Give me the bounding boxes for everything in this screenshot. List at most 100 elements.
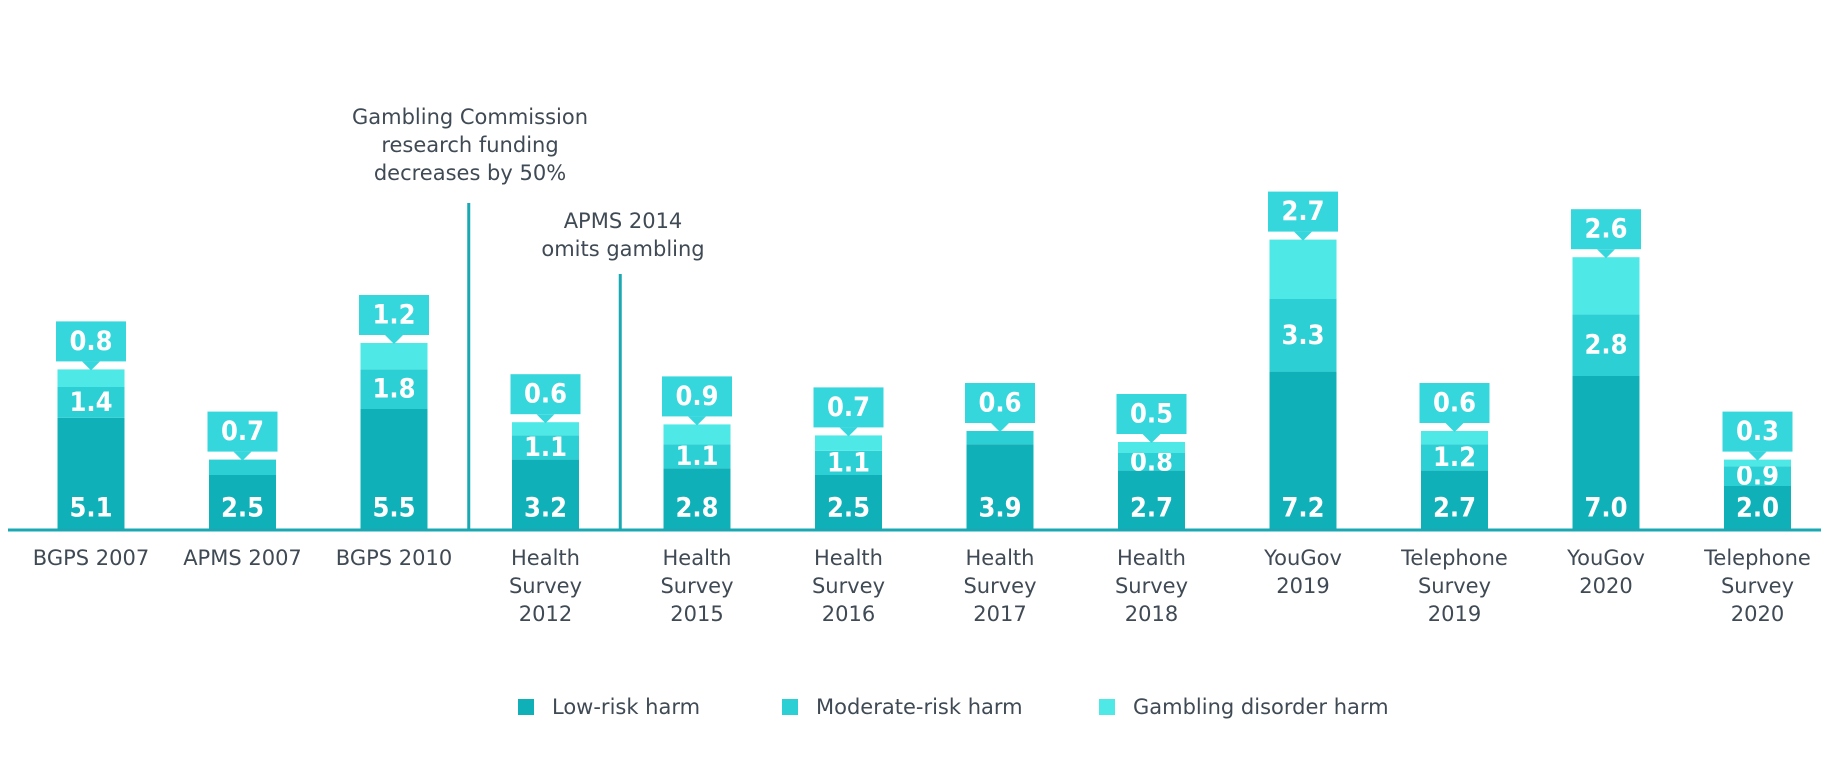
data-label: 0.6 — [524, 379, 567, 410]
callout-pointer — [991, 423, 1009, 432]
callout-box — [965, 383, 1035, 423]
bar-segment — [1118, 453, 1185, 471]
bar-segment — [966, 431, 1034, 445]
category-label-line: 2019 — [1276, 574, 1329, 598]
category-label: YouGov 2020 — [1566, 546, 1645, 598]
category-label: Health Survey 2012 — [509, 546, 582, 626]
callout-box — [359, 295, 429, 335]
callout-box — [1268, 191, 1338, 232]
data-label-callout: 0.8 — [56, 321, 126, 371]
legend-label: Low-risk harm — [552, 695, 700, 719]
bar-segment — [815, 435, 882, 451]
data-label-callout: 2.6 — [1571, 209, 1641, 259]
bar-segment — [57, 417, 125, 530]
data-label: 1.1 — [675, 441, 718, 472]
data-label: 0.8 — [69, 326, 112, 357]
data-label-callout: 0.5 — [1116, 394, 1187, 443]
data-label: 3.9 — [978, 493, 1021, 524]
data-label-callout: 0.7 — [207, 411, 278, 461]
category-label: YouGov 2019 — [1263, 546, 1342, 598]
bar-segment — [1118, 442, 1185, 453]
category-label-line: APMS 2007 — [183, 546, 302, 570]
category-label-line: 2020 — [1731, 602, 1784, 626]
data-label: 0.7 — [221, 416, 264, 447]
data-label: 1.8 — [372, 374, 415, 405]
category-label: BGPS 2007 — [33, 546, 149, 570]
data-label: 1.2 — [1433, 442, 1476, 473]
category-label-line: 2018 — [1125, 602, 1178, 626]
annotation-text: Gambling Commission research funding decre… — [352, 105, 588, 185]
category-label-line: Survey — [812, 574, 885, 598]
annotations-group: Gambling Commission research funding decre… — [352, 105, 705, 530]
category-label-line: Health — [663, 546, 732, 570]
callout-pointer — [1597, 249, 1615, 259]
category-label: BGPS 2010 — [336, 546, 452, 570]
callout-box — [1116, 394, 1187, 434]
category-label-line: YouGov — [1566, 546, 1645, 570]
data-label-callout: 0.6 — [510, 374, 581, 424]
data-label: 0.6 — [1433, 388, 1476, 419]
data-label: 2.6 — [1584, 214, 1627, 245]
category-label-line: Survey — [509, 574, 582, 598]
data-label: 2.8 — [1584, 330, 1627, 361]
bar-segment — [1269, 299, 1337, 372]
data-label: 2.5 — [221, 493, 264, 524]
data-label: 5.1 — [69, 493, 112, 524]
category-label-line: 2016 — [822, 602, 875, 626]
callout-box — [813, 387, 884, 428]
bar-segment — [1724, 459, 1791, 467]
category-label-line: Survey — [1721, 574, 1794, 598]
data-label: 3.2 — [524, 493, 567, 524]
bar-segment — [360, 369, 428, 409]
data-label: 7.0 — [1584, 493, 1627, 524]
category-label-line: Health — [1117, 546, 1186, 570]
callout-box — [1419, 383, 1490, 423]
category-label: Health Survey 2015 — [660, 546, 733, 626]
bar-segment — [815, 475, 882, 530]
callout-pointer — [233, 451, 252, 461]
category-label-line: 2017 — [973, 602, 1026, 626]
callout-pointer — [82, 361, 100, 371]
data-label-callout: 0.6 — [965, 383, 1035, 432]
annotation-text-line: Gambling Commission — [352, 105, 588, 129]
annotation-text-line: omits gambling — [541, 237, 704, 261]
legend-swatch — [782, 699, 798, 715]
data-label-callout: 2.7 — [1268, 191, 1338, 241]
callout-pointer — [1445, 423, 1464, 432]
category-label-line: Health — [511, 546, 580, 570]
category-label-line: Health — [814, 546, 883, 570]
data-label: 0.3 — [1736, 416, 1779, 447]
annotation-text-line: research funding — [381, 133, 558, 157]
legend-label: Gambling disorder harm — [1133, 695, 1389, 719]
legend-swatch — [1099, 699, 1115, 715]
bar-segment — [360, 343, 428, 370]
annotation-text: APMS 2014 omits gambling — [541, 209, 704, 261]
data-label: 1.4 — [69, 387, 112, 418]
data-label: 1.1 — [524, 432, 567, 463]
category-label-line: Health — [966, 546, 1035, 570]
category-labels-group: BGPS 2007 APMS 2007 BGPS 2010 Health Survey 2… — [33, 546, 1811, 626]
bar-segment — [512, 459, 579, 530]
callout-pointer — [385, 335, 403, 344]
callout-box — [510, 374, 581, 415]
bar-segment — [663, 424, 731, 445]
callout-pointer — [536, 414, 555, 424]
legend-swatch — [518, 699, 534, 715]
data-label: 0.9 — [675, 381, 718, 412]
bar-segment — [1572, 314, 1640, 376]
annotation-text-line: decreases by 50% — [374, 161, 566, 185]
bar-segment — [512, 435, 579, 460]
bar-segment — [663, 468, 731, 530]
category-label: Health Survey 2017 — [963, 546, 1036, 626]
data-label-callout: 0.6 — [1419, 383, 1490, 432]
category-label: Telephone Survey 2020 — [1703, 546, 1811, 626]
category-label-line: Telephone — [1400, 546, 1508, 570]
callout-pointer — [839, 427, 858, 437]
category-label-line: Survey — [1418, 574, 1491, 598]
data-label: 2.8 — [675, 493, 718, 524]
bar-segment — [1421, 431, 1488, 445]
bar-segment — [1118, 470, 1185, 530]
bar-segment — [1572, 376, 1640, 530]
category-label: Health Survey 2018 — [1115, 546, 1188, 626]
